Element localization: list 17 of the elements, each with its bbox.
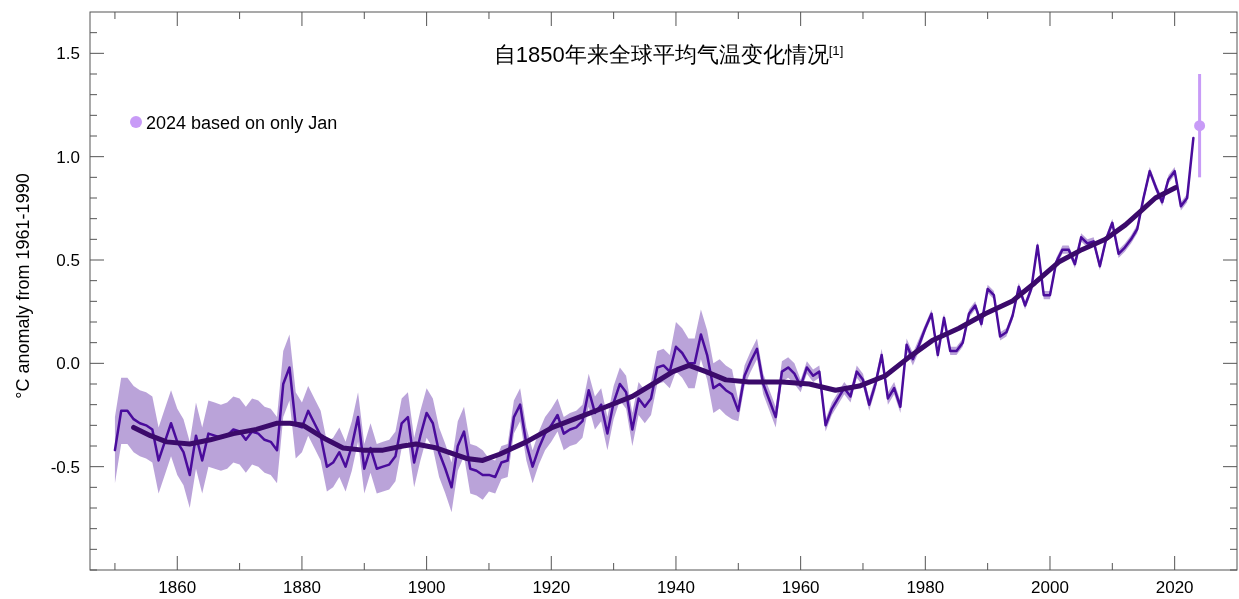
y-tick-label: 1.5 <box>56 44 80 64</box>
x-tick-label: 2000 <box>1031 578 1069 597</box>
x-tick-label: 1860 <box>158 578 197 597</box>
y-tick-label: 0.0 <box>56 354 80 374</box>
y-tick-label: 0.5 <box>56 251 80 270</box>
x-tick-label: 2020 <box>1155 578 1194 597</box>
x-tick-label: 1960 <box>781 578 820 597</box>
x-tick-label: 1880 <box>283 578 321 597</box>
legend-label: 2024 based on only Jan <box>146 112 338 133</box>
x-tick-label: 1920 <box>532 578 571 597</box>
x-tick-label: 1980 <box>906 578 945 597</box>
y-tick-label: -0.5 <box>50 457 80 477</box>
y-axis-title: °C anomaly from 1961-1990 <box>13 173 33 399</box>
text: 自1850年来全球平均气温变化情况$^{[1]}$ <box>493 42 844 67</box>
x-tick-label: 1900 <box>407 578 446 597</box>
x-tick-label: 1940 <box>657 578 695 597</box>
y-tick-label: 1.0 <box>56 147 80 167</box>
